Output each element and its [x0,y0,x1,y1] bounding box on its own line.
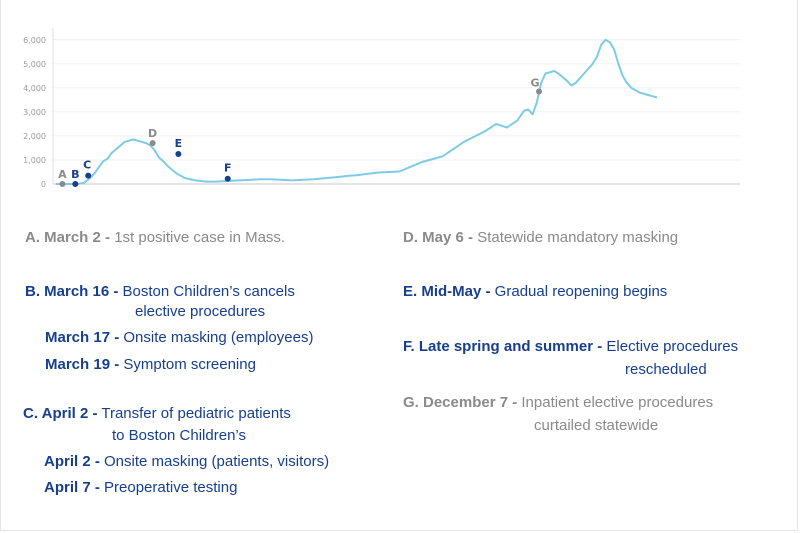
y-tick-label: 0 [41,180,46,189]
legend-e-text: Gradual reopening begins [490,283,668,300]
legend-e-key: E. Mid-May - [403,283,491,300]
legend-c-text: Transfer of pediatric patients [97,405,291,422]
event-marker-c: C [83,159,91,179]
legend-f-key: F. Late spring and summer - [403,338,603,355]
legend-b: B. March 16 - Boston Children’s cancels [25,282,295,302]
legend-g-text: Inpatient elective procedures [517,394,714,411]
y-tick-label: 5,000 [23,60,46,69]
cases-series-line [56,38,658,185]
y-tick-label: 6,000 [23,36,46,45]
legend-c: C. April 2 - Transfer of pediatric patie… [23,404,291,424]
legend-g-key: G. December 7 - [403,394,518,411]
line-chart: 6,000 5,000 4,000 3,000 2,000 1,000 0 A BC D E F G [23,28,740,189]
grid-lines [53,39,740,161]
legend-c3: April 7 - Preoperative testing [44,478,237,498]
legend-c-cont: to Boston Children’s [112,427,246,444]
legend-d-text: Statewide mandatory masking [473,229,679,246]
legend-e: E. Mid-May - Gradual reopening begins [403,282,667,302]
y-tick-label: 1,000 [23,156,46,165]
legend-c2-key: April 2 - [44,453,100,470]
y-tick-label: 2,000 [23,132,46,141]
event-marker-dot [175,150,182,157]
legend-c2: April 2 - Onsite masking (patients, visi… [44,452,329,472]
event-marker-d: D [148,127,157,147]
event-marker-label: D [148,127,157,140]
y-tick-label: 4,000 [23,84,46,93]
y-tick-label: 3,000 [23,108,46,117]
event-marker-label: F [224,162,232,175]
legend-b2-key: March 17 - [45,329,120,346]
legend-c3-key: April 7 - [44,479,100,496]
event-marker-dot [536,88,542,95]
legend-a-key: A. March 2 - [25,229,111,246]
legend-f-text: Elective procedures [602,338,739,355]
legend-c2-text: Onsite masking (patients, visitors) [99,453,330,470]
legend-a-text: 1st positive case in Mass. [110,229,286,246]
legend-b3-text: Symptom screening [119,356,256,373]
event-marker-dot [72,181,79,187]
event-marker-label: E [175,137,183,150]
event-marker-label: C [83,159,91,172]
event-marker-a: A [58,168,67,187]
event-marker-label: B [71,168,79,181]
legend-b3-key: March 19 - [45,356,120,373]
event-marker-label: G [530,76,539,89]
legend-b2-text: Onsite masking (employees) [119,329,314,346]
legend-b-key: B. March 16 - [25,283,119,300]
event-marker-label: A [58,168,67,181]
event-marker-g: G [530,76,542,95]
event-marker-b: B [71,168,80,187]
legend-g-cont: curtailed statewide [534,417,659,434]
event-marker-dot [85,172,92,179]
legend-c-key: C. April 2 - [23,405,98,422]
legend-b3: March 19 - Symptom screening [45,355,256,375]
legend-b2: March 17 - Onsite masking (employees) [45,328,313,348]
legend-b-text: Boston Children’s cancels [118,283,295,300]
legend-f: F. Late spring and summer - Elective pro… [403,337,738,357]
event-marker-e: E [175,137,183,157]
event-markers: A BC D E F G [58,76,542,187]
event-marker-dot [224,175,231,182]
legend-b-cont: elective procedures [135,303,266,320]
legend-d-key: D. May 6 - [403,229,474,246]
legend-g: G. December 7 - Inpatient elective proce… [403,393,713,413]
event-marker-dot [149,140,156,147]
legend-a: A. March 2 - 1st positive case in Mass. [25,228,285,248]
legend-d: D. May 6 - Statewide mandatory masking [403,228,678,248]
legend-c3-text: Preoperative testing [99,479,238,496]
legend-f-cont: rescheduled [625,361,707,378]
y-axis-ticks: 6,000 5,000 4,000 3,000 2,000 1,000 0 [23,36,46,189]
event-marker-dot [59,181,66,187]
event-marker-f: F [224,162,232,182]
